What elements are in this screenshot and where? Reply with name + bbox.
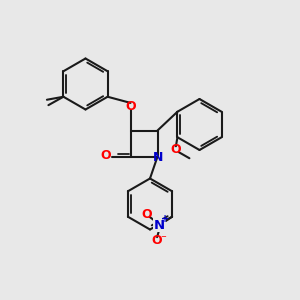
Text: O: O <box>142 208 152 221</box>
Text: O: O <box>152 234 162 247</box>
Text: N: N <box>154 219 165 232</box>
Text: O: O <box>125 100 136 113</box>
Text: O: O <box>171 143 181 156</box>
Text: ⁻: ⁻ <box>161 235 167 244</box>
Text: N: N <box>153 151 163 164</box>
Text: +: + <box>161 214 169 224</box>
Text: O: O <box>100 149 111 162</box>
